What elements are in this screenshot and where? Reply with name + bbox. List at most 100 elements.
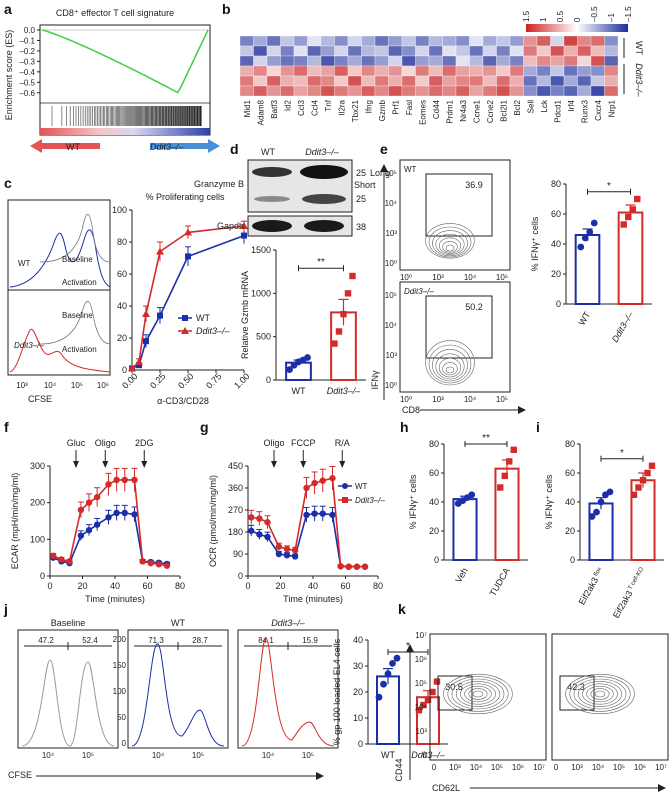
heatmap-cell bbox=[469, 65, 484, 77]
y-tick-label: 40 bbox=[429, 497, 439, 507]
x-tick-label: 0.50 bbox=[176, 371, 195, 390]
y-tick-label: 180 bbox=[228, 527, 243, 537]
data-point bbox=[147, 559, 154, 567]
heatmap-cell bbox=[442, 35, 457, 47]
flow-y-tick: 0 bbox=[423, 751, 428, 760]
ddit3-arrow-icon bbox=[150, 139, 220, 153]
hist-frame bbox=[17, 629, 119, 749]
y-tick-label: 200 bbox=[30, 498, 45, 508]
data-point bbox=[510, 446, 517, 453]
flow-gate-value: 42.3 bbox=[567, 682, 585, 692]
panel-letter-a: a bbox=[4, 1, 12, 17]
heatmap-cell bbox=[334, 45, 349, 57]
heatmap-cell bbox=[334, 75, 349, 87]
significance-stars: ** bbox=[482, 433, 490, 444]
flow-x-tick: 10³ bbox=[432, 273, 444, 282]
gsea-left-label: WT bbox=[66, 142, 80, 152]
legend-marker bbox=[342, 483, 348, 489]
blot-col-ddit3: Ddit3–/– bbox=[305, 147, 340, 157]
y-tick-label: 60 bbox=[551, 209, 561, 219]
flow-y-tick: 10³ bbox=[385, 351, 397, 360]
series-line bbox=[52, 479, 168, 567]
heatmap-cell bbox=[266, 65, 281, 77]
heatmap-cell bbox=[388, 85, 403, 97]
data-point bbox=[304, 354, 311, 361]
heatmap-cell bbox=[334, 65, 349, 77]
cfse-track-ddit3: Ddit3–/– bbox=[14, 341, 44, 350]
data-point bbox=[128, 364, 136, 372]
data-point bbox=[93, 521, 101, 528]
injection-label: 2DG bbox=[135, 438, 154, 448]
data-point bbox=[629, 206, 636, 213]
blot-row-gapdh: Gapdh bbox=[217, 221, 244, 231]
heatmap-cell bbox=[482, 85, 497, 97]
heatmap-cell bbox=[266, 85, 281, 97]
category-label: WT bbox=[292, 386, 306, 396]
heatmap-gene-label: Batf3 bbox=[270, 99, 279, 118]
data-point bbox=[384, 670, 392, 678]
blot-marker-38: 38 bbox=[356, 222, 366, 232]
ocr-plot: 0 90 180 270 360 450 0 20 40 60 80 OCR (pmol/min/mg… bbox=[208, 438, 385, 604]
heatmap-cell bbox=[577, 55, 592, 67]
heatmap-cell bbox=[428, 75, 443, 87]
heatmap-gene-label: Adam8 bbox=[256, 99, 265, 125]
heatmap-cell bbox=[536, 65, 551, 77]
data-point bbox=[648, 462, 656, 469]
heatmap-cell bbox=[523, 35, 538, 47]
heatmap-cell bbox=[307, 35, 322, 47]
data-point bbox=[256, 531, 263, 538]
heatmap-color-scale bbox=[526, 24, 628, 32]
gsea-es-curve bbox=[41, 29, 209, 94]
heatmap-cell bbox=[347, 85, 362, 97]
x-tick-label: 0 bbox=[47, 581, 52, 591]
heatmap-gene-label: Cxcr4 bbox=[594, 99, 603, 120]
data-point bbox=[389, 660, 396, 667]
data-point bbox=[588, 513, 596, 520]
data-point bbox=[329, 475, 336, 482]
flow-y-tick: 10⁷ bbox=[415, 631, 427, 640]
heatmap-cell bbox=[293, 45, 308, 57]
flow-gate bbox=[425, 173, 493, 237]
flow-y-tick: 10⁵ bbox=[415, 679, 427, 688]
panel-letter-j: j bbox=[3, 601, 8, 617]
flow-x-tick: 10⁷ bbox=[533, 763, 545, 772]
heatmap-cell bbox=[590, 75, 605, 87]
flow-sample-label: WT bbox=[404, 165, 417, 174]
heatmap-cell bbox=[374, 85, 389, 97]
heatmap-cell bbox=[577, 75, 592, 87]
data-point bbox=[105, 514, 112, 521]
heatmap-cell bbox=[320, 35, 335, 47]
category-label: WT bbox=[381, 750, 395, 760]
gsea-ytick-label: –0.6 bbox=[19, 89, 35, 98]
flow-frame bbox=[429, 633, 547, 761]
y-tick-label: 0 bbox=[122, 365, 127, 375]
data-point bbox=[286, 366, 293, 373]
data-point bbox=[349, 272, 356, 280]
data-point bbox=[361, 563, 369, 570]
blot-marker-25a: 25 bbox=[356, 168, 366, 178]
data-point bbox=[121, 476, 128, 484]
data-point bbox=[625, 213, 632, 221]
heatmap-cell bbox=[550, 45, 565, 57]
data-point bbox=[142, 310, 150, 317]
heatmap-cell bbox=[455, 45, 470, 57]
heatmap-cell bbox=[415, 75, 430, 87]
heatmap-cell bbox=[550, 65, 565, 77]
heatmap-gene-label: Eomes bbox=[418, 100, 427, 125]
heatmap-cell bbox=[577, 85, 592, 97]
panel-letter-c: c bbox=[4, 175, 12, 191]
x-tick-label: 60 bbox=[142, 581, 152, 591]
heatmap-gene-label: Prdm1 bbox=[445, 99, 454, 123]
blot-band-ddit3-short bbox=[302, 194, 346, 204]
heatmap-cell bbox=[482, 65, 497, 77]
panel-letter-b: b bbox=[222, 1, 231, 17]
cfse-wt-activation-curve bbox=[9, 229, 111, 288]
flow-y-tick: 10⁵ bbox=[385, 169, 397, 178]
flow-gate-value: 30.5 bbox=[445, 682, 463, 692]
heatmap-cell bbox=[415, 45, 430, 57]
heatmap-cell bbox=[239, 65, 254, 77]
blot-marker-short: Short bbox=[354, 180, 376, 190]
heatmap-cell bbox=[496, 35, 511, 47]
heatmap-cells bbox=[239, 35, 619, 97]
x-tick-label: 60 bbox=[340, 581, 350, 591]
